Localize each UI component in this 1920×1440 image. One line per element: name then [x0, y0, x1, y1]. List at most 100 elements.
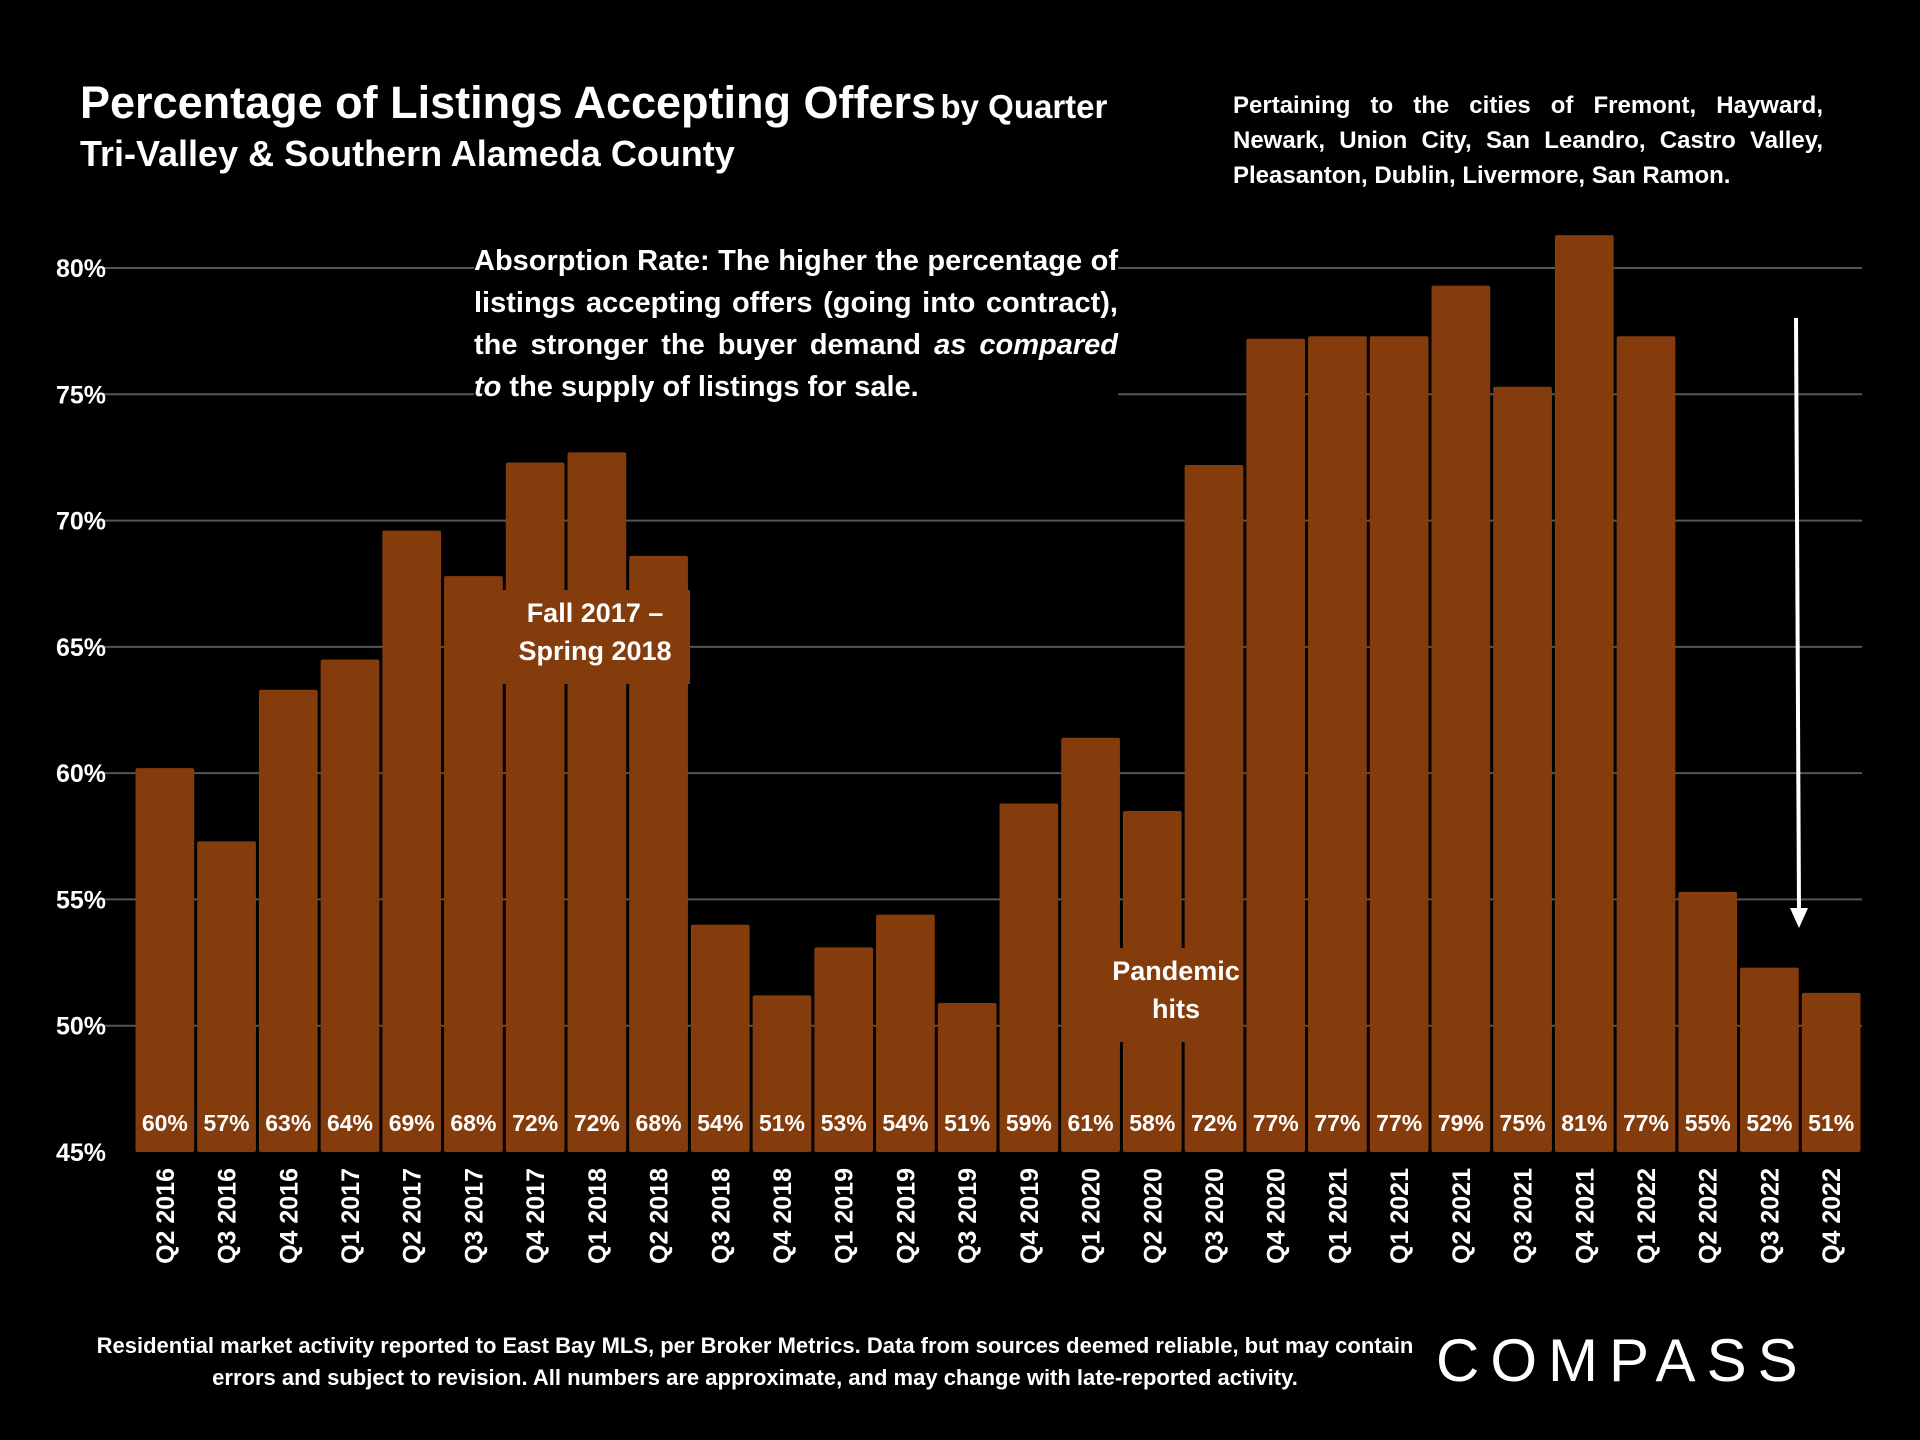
data-label: 77%	[1253, 1110, 1299, 1136]
data-label: 72%	[512, 1110, 558, 1136]
data-label: 54%	[697, 1110, 743, 1136]
data-label: 64%	[327, 1110, 373, 1136]
x-tick-label: Q1 2018	[584, 1168, 612, 1264]
data-label: 69%	[389, 1110, 435, 1136]
bar	[135, 768, 195, 1152]
data-label: 68%	[450, 1110, 496, 1136]
bar	[629, 555, 688, 1152]
bar	[1308, 336, 1367, 1152]
x-tick-label: Q2 2020	[1139, 1168, 1167, 1264]
x-tick-label: Q3 2021	[1510, 1168, 1538, 1264]
data-label: 72%	[1191, 1110, 1237, 1136]
x-tick-label: Q4 2018	[769, 1168, 797, 1264]
bar	[505, 462, 565, 1153]
y-tick-label: 55%	[56, 886, 106, 914]
x-tick-label: Q2 2022	[1695, 1168, 1723, 1264]
data-label: 61%	[1068, 1110, 1114, 1136]
bar	[258, 689, 318, 1152]
y-axis-tick-labels: 45% 50% 55% 60% 65% 70% 75% 80%	[56, 255, 106, 1167]
bar	[752, 995, 812, 1152]
data-label: 77%	[1314, 1110, 1360, 1136]
y-tick-label: 75%	[56, 381, 106, 409]
data-label: 58%	[1129, 1110, 1175, 1136]
x-tick-label: Q2 2017	[399, 1168, 427, 1264]
data-label: 54%	[882, 1110, 928, 1136]
y-tick-label: 65%	[56, 634, 106, 662]
x-tick-label: Q3 2022	[1756, 1168, 1784, 1264]
bars	[135, 235, 1861, 1153]
bar	[320, 659, 380, 1152]
bar	[1616, 336, 1676, 1152]
chart-title-block: Percentage of Listings Accepting Offers …	[80, 76, 1140, 175]
x-tick-label: Q4 2019	[1016, 1168, 1044, 1264]
pandemic-annotation-line2: hits	[1151, 994, 1200, 1024]
data-label: 55%	[1685, 1110, 1731, 1136]
x-tick-label: Q3 2018	[707, 1168, 735, 1264]
chart-title-suffix: by Quarter	[940, 88, 1108, 125]
data-label: 51%	[759, 1110, 805, 1136]
cities-note: Pertaining to the cities of Fremont, Hay…	[1233, 92, 1823, 189]
y-tick-label: 50%	[56, 1013, 106, 1041]
absorption-rate-note: Absorption Rate: The higher the percenta…	[474, 238, 1118, 410]
data-label: 52%	[1746, 1110, 1792, 1136]
x-tick-label: Q4 2021	[1571, 1168, 1599, 1264]
absorption-text-italic: as compared to	[474, 329, 1118, 403]
bar	[1061, 737, 1120, 1152]
footer-disclaimer: Residential market activity reported to …	[96, 1333, 1414, 1390]
bar	[1678, 891, 1738, 1152]
down-arrow-shaft	[1794, 317, 1801, 911]
bar	[999, 803, 1059, 1152]
x-tick-label: Q1 2022	[1633, 1168, 1661, 1264]
x-tick-label: Q2 2016	[152, 1168, 180, 1264]
data-label: 79%	[1438, 1110, 1484, 1136]
data-label: 63%	[265, 1110, 311, 1136]
data-label: 57%	[204, 1110, 250, 1136]
bar	[1801, 992, 1861, 1152]
absorption-text-2: the supply of listings for sale.	[501, 371, 919, 403]
y-tick-label: 60%	[56, 760, 106, 788]
x-tick-label: Q2 2019	[892, 1168, 920, 1264]
chart-subtitle: Tri-Valley & Southern Alameda County	[80, 133, 735, 174]
bar	[567, 452, 627, 1152]
bar	[1493, 386, 1552, 1152]
chart-title: Percentage of Listings Accepting Offers	[80, 77, 937, 128]
fall-annotation-line1: Fall 2017 –	[526, 598, 664, 628]
y-tick-label: 45%	[56, 1139, 106, 1167]
x-tick-label: Q2 2018	[646, 1168, 674, 1264]
x-tick-label: Q3 2017	[460, 1168, 488, 1264]
pandemic-annotation-line1: Pandemic	[1112, 956, 1240, 986]
data-label: 51%	[1808, 1110, 1854, 1136]
bar	[1369, 336, 1429, 1152]
absorption-text-1: Absorption Rate: The higher the percenta…	[474, 245, 1118, 361]
bar	[1184, 465, 1244, 1152]
x-tick-label: Q1 2021	[1324, 1168, 1352, 1264]
data-label: 60%	[142, 1110, 188, 1136]
bar	[937, 1002, 997, 1152]
bar	[1431, 285, 1491, 1152]
x-tick-label: Q4 2016	[275, 1168, 303, 1264]
data-label: 59%	[1006, 1110, 1052, 1136]
x-tick-label: Q2 2021	[1448, 1168, 1476, 1264]
bar	[1740, 967, 1799, 1152]
x-tick-label: Q1 2019	[831, 1168, 859, 1264]
y-tick-label: 80%	[56, 255, 106, 283]
fall-2017-spring-2018-annotation: Fall 2017 – Spring 2018	[500, 590, 690, 684]
data-label: 51%	[944, 1110, 990, 1136]
x-tick-label: Q3 2016	[214, 1168, 242, 1264]
x-tick-label: Q4 2020	[1263, 1168, 1291, 1264]
bar	[1246, 338, 1306, 1153]
x-axis-tick-labels: Q2 2016 Q3 2016 Q4 2016 Q1 2017 Q2 2017 Q3 20…	[152, 1168, 1846, 1264]
data-label: 77%	[1376, 1110, 1422, 1136]
x-tick-label: Q3 2019	[954, 1168, 982, 1264]
fall-annotation-line2: Spring 2018	[518, 636, 672, 666]
x-tick-label: Q1 2021	[1386, 1168, 1414, 1264]
y-tick-label: 70%	[56, 508, 106, 536]
data-label: 53%	[821, 1110, 867, 1136]
bar	[814, 947, 874, 1152]
bar	[690, 924, 750, 1152]
bar	[444, 576, 503, 1152]
pandemic-hits-annotation: Pandemic hits	[1112, 948, 1240, 1042]
data-label: 77%	[1623, 1110, 1669, 1136]
bar	[197, 841, 256, 1152]
